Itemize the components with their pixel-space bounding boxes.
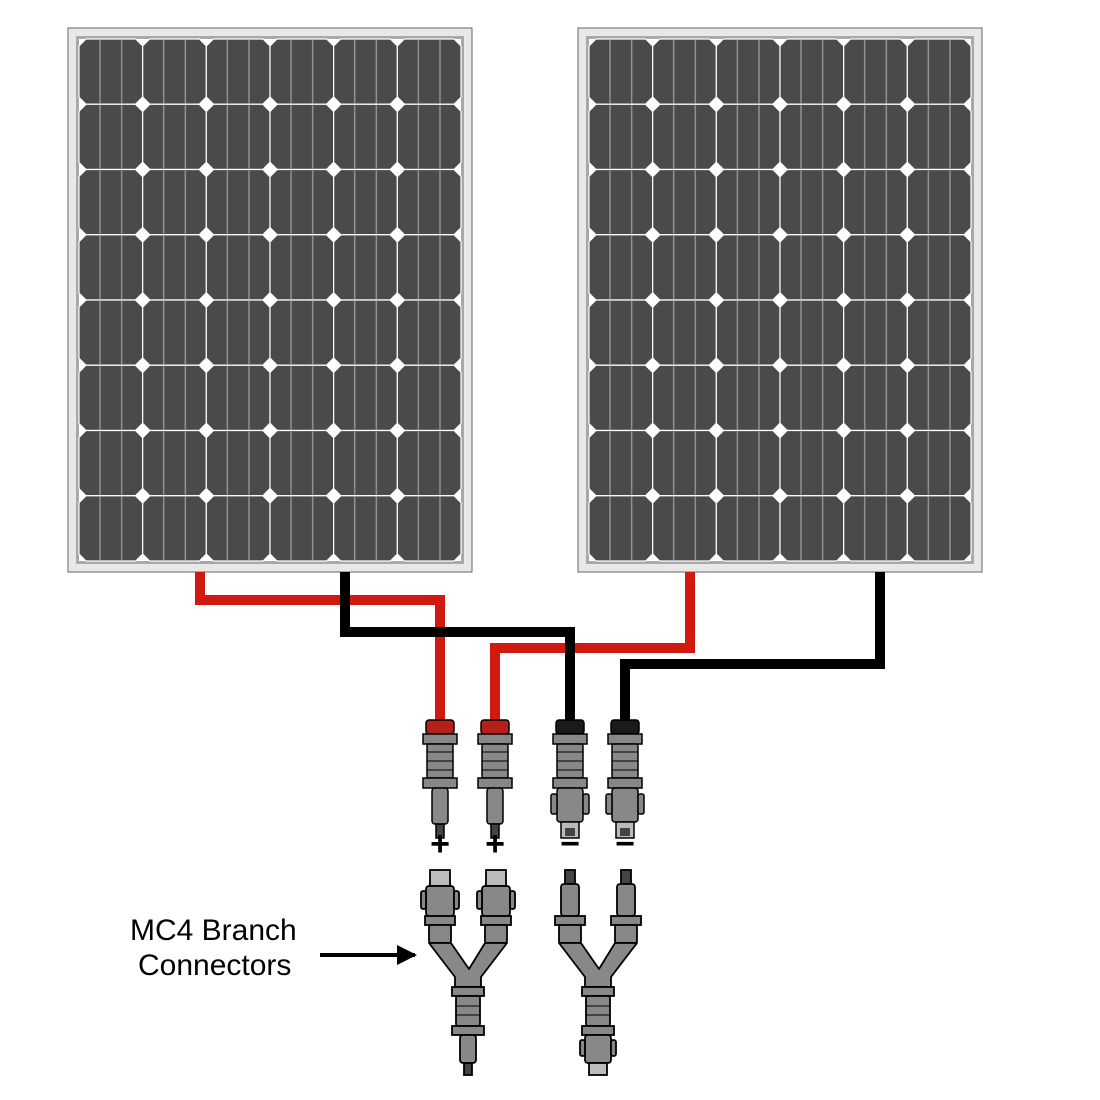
mc4-connector-pos-1 bbox=[423, 720, 457, 838]
polarity-minus: − bbox=[615, 825, 635, 863]
wire-red-0 bbox=[200, 572, 440, 720]
mc4-y-branch-positive bbox=[421, 870, 515, 1075]
mc4-y-branch-negative bbox=[555, 870, 641, 1075]
label-line-2: Connectors bbox=[138, 949, 291, 982]
mc4-connector-neg-2 bbox=[606, 720, 644, 838]
polarity-plus: + bbox=[430, 825, 450, 863]
polarity-minus: − bbox=[560, 825, 580, 863]
solar-panel-right bbox=[578, 28, 982, 572]
mc4-connector-pos-2 bbox=[478, 720, 512, 838]
mc4-connector-neg-1 bbox=[551, 720, 589, 838]
wire-harness bbox=[200, 572, 880, 720]
solar-panel-left bbox=[68, 28, 472, 572]
polarity-plus: + bbox=[485, 825, 505, 863]
label-line-1: MC4 Branch bbox=[130, 914, 297, 947]
wire-red-1 bbox=[495, 572, 690, 720]
